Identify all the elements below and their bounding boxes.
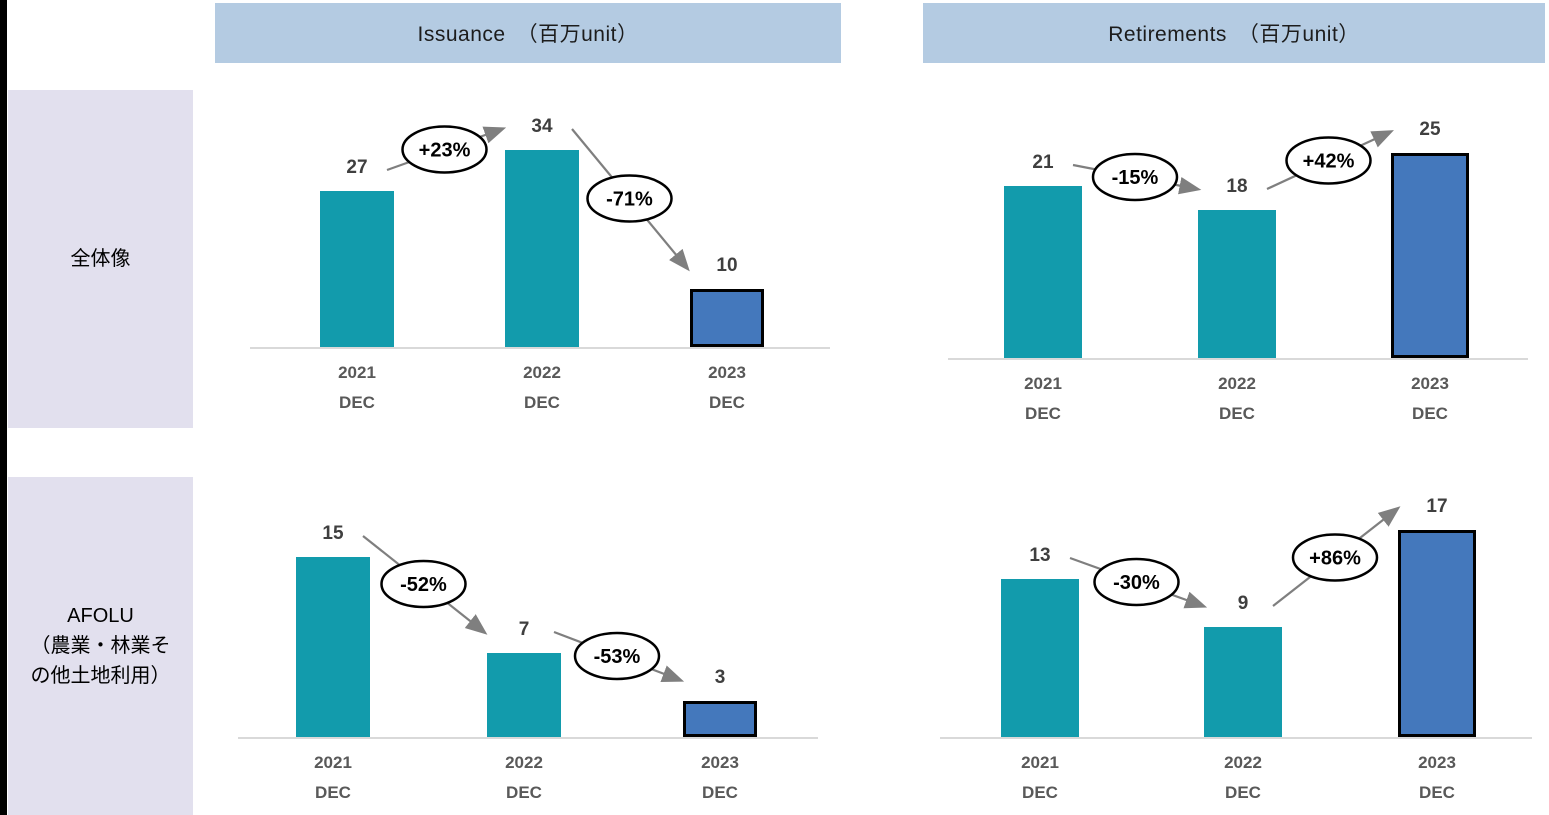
bar-2023 [1391, 153, 1469, 358]
chart-afolu-retirements: 13 2021 DEC 9 2022 DEC 17 2023 DEC -30% +86% [940, 485, 1532, 815]
row-header-afolu-line: の他土地利用） [30, 665, 171, 687]
bar-value-label: 7 [518, 619, 530, 640]
change-oval [380, 559, 467, 609]
change-arrow [1266, 130, 1394, 190]
x-tick-year: 2021 [1021, 753, 1059, 772]
x-tick-month: DEC [1219, 404, 1255, 423]
bar-2021 [320, 191, 394, 347]
bar-value-label: 18 [1226, 176, 1248, 197]
change-oval-label: +42% [1303, 151, 1355, 173]
x-tick-year: 2022 [1218, 374, 1256, 393]
bar-value-label: 21 [1032, 152, 1054, 173]
bar-value-label: 9 [1237, 593, 1249, 614]
bar-value-label: 34 [531, 116, 553, 137]
change-oval [1093, 557, 1180, 607]
bar-value-label: 10 [716, 255, 738, 276]
x-tick-year: 2022 [505, 753, 543, 772]
row-header-overall: 全体像 [8, 90, 193, 428]
x-axis-line [238, 737, 818, 739]
bar-2022 [505, 150, 579, 347]
x-tick-year: 2023 [1418, 753, 1456, 772]
x-tick-month: DEC [315, 783, 351, 802]
bar-2023 [1398, 530, 1476, 737]
change-oval [573, 631, 661, 681]
x-tick-month: DEC [1225, 783, 1261, 802]
x-tick-month: DEC [1419, 783, 1455, 802]
change-oval-label: -52% [400, 574, 447, 596]
bar-2021 [296, 557, 370, 737]
change-oval [1291, 533, 1379, 582]
change-oval-label: -53% [594, 646, 641, 668]
x-tick-year: 2021 [338, 363, 376, 382]
row-header-overall-line: 全体像 [70, 248, 131, 270]
x-tick-month: DEC [1022, 783, 1058, 802]
bar-2021 [1004, 186, 1082, 358]
change-arrow [553, 630, 685, 682]
x-tick-year: 2023 [701, 753, 739, 772]
bar-2022 [1198, 210, 1276, 358]
column-header-retirements: Retirements （百万unit） [923, 3, 1545, 63]
x-tick-year: 2022 [1224, 753, 1262, 772]
x-tick-month: DEC [1025, 404, 1061, 423]
column-header-issuance: Issuance （百万unit） [215, 3, 841, 63]
x-axis-line [948, 358, 1528, 360]
change-arrow [1069, 556, 1208, 609]
x-tick-month: DEC [702, 783, 738, 802]
left-edge-bar [0, 0, 7, 815]
x-tick-year: 2022 [523, 363, 561, 382]
x-axis-line [940, 737, 1532, 739]
change-arrow [362, 535, 488, 635]
bar-2023 [690, 289, 764, 347]
change-oval [1285, 136, 1372, 185]
x-tick-month: DEC [506, 783, 542, 802]
bar-value-label: 3 [714, 667, 726, 688]
bar-2022 [1204, 627, 1282, 737]
change-oval-label: -30% [1113, 572, 1160, 594]
change-oval-label: +86% [1309, 548, 1361, 570]
x-tick-month: DEC [1412, 404, 1448, 423]
column-header-retirements-label: Retirements （百万unit） [1108, 23, 1360, 46]
bar-value-label: 13 [1029, 545, 1051, 566]
chart-overall-issuance: 27 2021 DEC 34 2022 DEC 10 2023 DEC +23% -71% [250, 95, 830, 440]
change-arrow [1272, 506, 1401, 607]
x-axis-line [250, 347, 830, 349]
chart-afolu-issuance: 15 2021 DEC 7 2022 DEC 3 2023 DEC -52% -53% [238, 485, 818, 815]
change-oval-label: -71% [606, 189, 653, 211]
change-arrow [571, 128, 690, 272]
change-oval [401, 125, 488, 174]
row-header-afolu-line: （農業・林業そ [30, 635, 171, 657]
bar-value-label: 25 [1419, 119, 1441, 140]
bar-value-label: 17 [1426, 496, 1448, 517]
x-tick-month: DEC [709, 393, 745, 412]
bar-2022 [487, 653, 561, 737]
bar-2023 [683, 701, 757, 737]
bar-2021 [1001, 579, 1079, 737]
column-header-issuance-label: Issuance （百万unit） [417, 23, 639, 46]
change-oval [586, 174, 673, 223]
change-oval-label: -15% [1112, 167, 1159, 189]
change-oval-label: +23% [419, 140, 471, 162]
chart-overall-retirements: 21 2021 DEC 18 2022 DEC 25 2023 DEC -15% +42% [948, 95, 1528, 440]
x-tick-month: DEC [339, 393, 375, 412]
bar-value-label: 15 [322, 523, 344, 544]
x-tick-year: 2021 [1024, 374, 1062, 393]
x-tick-year: 2023 [708, 363, 746, 382]
change-oval [1091, 152, 1179, 202]
change-arrow [386, 126, 507, 172]
row-header-afolu-line: AFOLU [67, 605, 134, 627]
x-tick-month: DEC [524, 393, 560, 412]
change-arrow [1072, 163, 1202, 195]
bar-value-label: 27 [346, 157, 368, 178]
x-tick-year: 2023 [1411, 374, 1449, 393]
row-header-afolu: AFOLU （農業・林業そ の他土地利用） [8, 477, 193, 815]
x-tick-year: 2021 [314, 753, 352, 772]
